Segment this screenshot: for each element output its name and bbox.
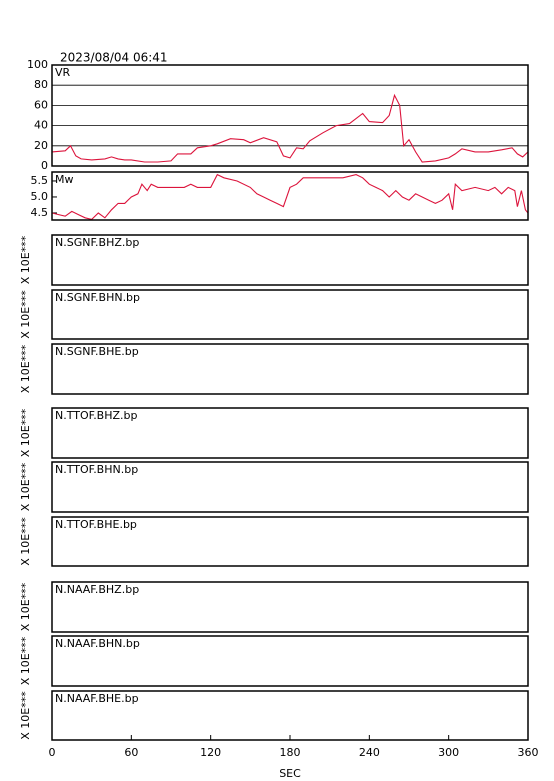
x-axis-label: SEC	[279, 767, 301, 780]
y-tick-label: 100	[27, 58, 48, 71]
y-tick-label: 40	[34, 119, 48, 132]
panel-label: N.SGNF.BHZ.bp	[55, 236, 139, 249]
panel-frame	[51, 635, 529, 687]
x-tick-label: 180	[280, 746, 301, 759]
y-tick-label: 20	[34, 139, 48, 152]
y-tick-label: 80	[34, 78, 48, 91]
x-tick-label: 0	[49, 746, 56, 759]
panel-label: N.NAAF.BHZ.bp	[55, 583, 139, 596]
panel-frame	[51, 581, 529, 633]
y-tick-label: 5.0	[31, 190, 49, 203]
panel-frame	[51, 289, 529, 340]
y-axis-label: X 10E***	[19, 691, 32, 740]
panel-frame	[51, 234, 529, 286]
y-axis-label: X 10E***	[19, 408, 32, 457]
trace-line	[51, 173, 529, 221]
y-tick-label: 60	[34, 98, 48, 111]
y-axis-label: X 10E***	[19, 582, 32, 631]
y-tick-label: 4.5	[31, 206, 49, 219]
panel-label: N.SGNF.BHN.bp	[55, 291, 140, 304]
x-tick-label: 60	[124, 746, 138, 759]
panel-label: Mw	[55, 173, 74, 186]
panel-label: N.SGNF.BHE.bp	[55, 345, 139, 358]
panel-frame	[51, 64, 529, 167]
y-axis-label: X 10E***	[19, 462, 32, 511]
y-tick-label: 0	[41, 159, 48, 172]
panel-label: N.TTOF.BHZ.bp	[55, 409, 138, 422]
y-axis-label: X 10E***	[19, 636, 32, 685]
y-axis-label: X 10E***	[19, 517, 32, 566]
y-axis-label: X 10E***	[19, 344, 32, 393]
x-tick-label: 360	[518, 746, 539, 759]
x-tick-label: 120	[200, 746, 221, 759]
panel-label: N.TTOF.BHE.bp	[55, 518, 137, 531]
page-title: 2023/08/04 06:41	[60, 51, 168, 65]
trace-line	[51, 93, 529, 163]
panel-label: N.TTOF.BHN.bp	[55, 463, 138, 476]
panel-frame	[51, 407, 529, 459]
panel-frame	[51, 516, 529, 567]
x-tick-label: 300	[438, 746, 459, 759]
panel-frame	[51, 171, 529, 221]
y-axis-label: X 10E***	[19, 290, 32, 339]
panel-frame	[51, 343, 529, 395]
panel-frame	[51, 461, 529, 513]
x-tick-label: 240	[359, 746, 380, 759]
panel-label: VR	[55, 66, 71, 79]
panel-label: N.NAAF.BHE.bp	[55, 692, 139, 705]
panel-label: N.NAAF.BHN.bp	[55, 637, 140, 650]
y-axis-label: X 10E***	[19, 235, 32, 284]
y-tick-label: 5.5	[31, 174, 49, 187]
